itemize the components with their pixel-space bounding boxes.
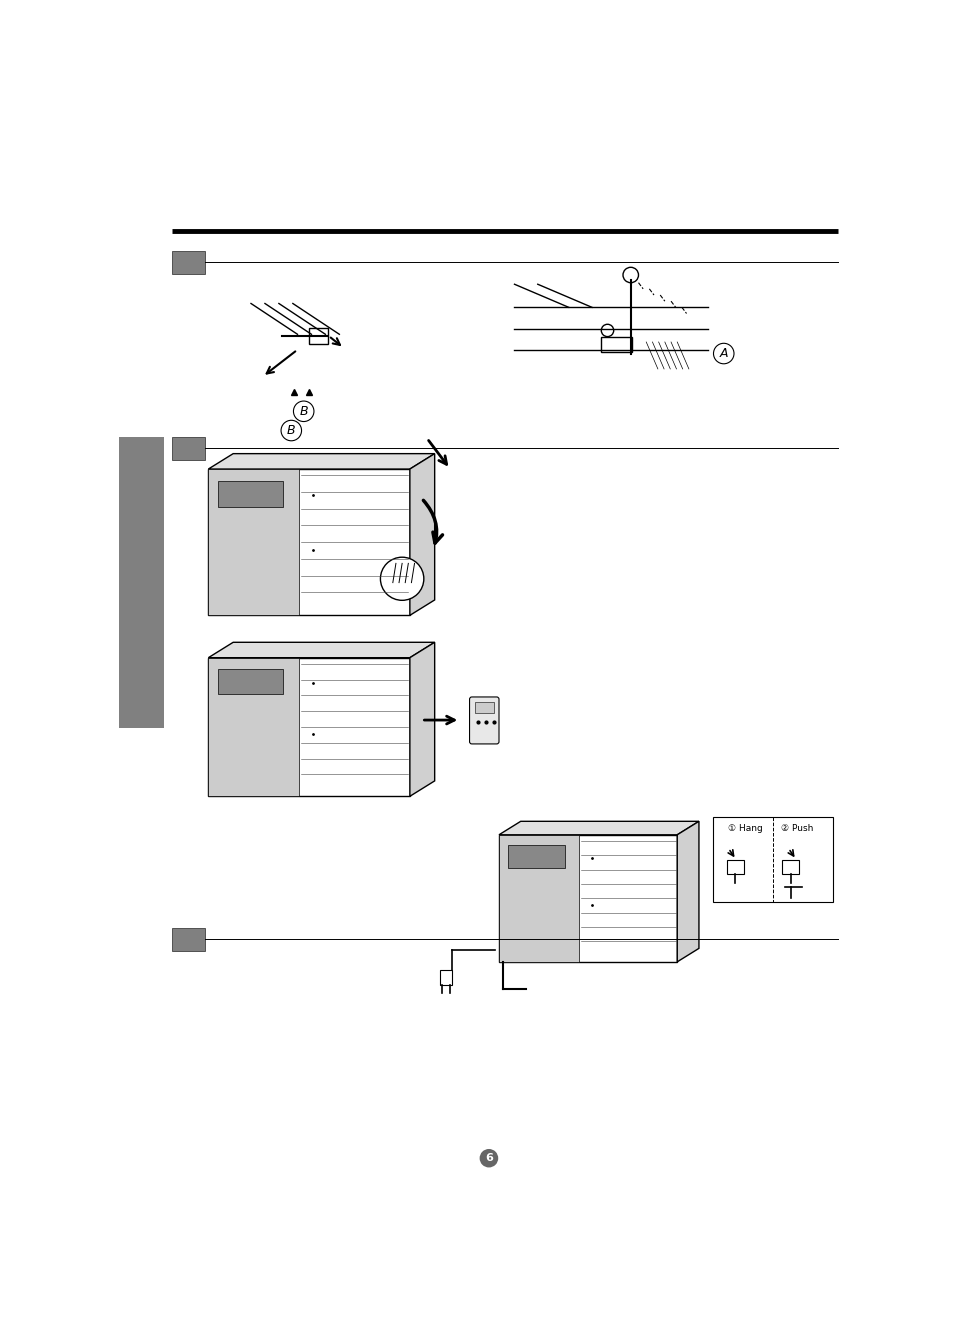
Polygon shape [498,821,699,835]
Bar [712,817,832,902]
Bar [172,251,205,274]
Bar [439,969,452,985]
Polygon shape [410,643,435,796]
Polygon shape [208,658,298,796]
Polygon shape [208,454,435,470]
Text: ① Hang: ① Hang [728,824,762,832]
Bar [309,329,328,344]
Bar [475,702,493,713]
FancyBboxPatch shape [469,696,498,743]
Polygon shape [498,835,677,962]
Bar [507,845,564,868]
Polygon shape [208,470,410,616]
Text: B: B [287,424,295,437]
Text: ② Push: ② Push [780,824,812,832]
Bar [218,480,283,507]
Text: B: B [299,405,308,417]
Bar [781,860,799,874]
Circle shape [380,557,423,600]
Text: A: A [719,348,727,360]
Bar [726,860,743,874]
Circle shape [600,325,613,337]
Bar [119,437,164,729]
Circle shape [622,267,638,283]
Polygon shape [208,658,410,796]
Circle shape [479,1149,497,1168]
Polygon shape [410,454,435,616]
Polygon shape [208,643,435,658]
Bar [172,437,205,460]
Bar [172,927,205,950]
Polygon shape [498,835,578,962]
Bar [218,668,283,694]
Text: 6: 6 [484,1153,493,1164]
Polygon shape [677,821,699,962]
Bar [600,337,632,352]
Polygon shape [208,470,298,616]
